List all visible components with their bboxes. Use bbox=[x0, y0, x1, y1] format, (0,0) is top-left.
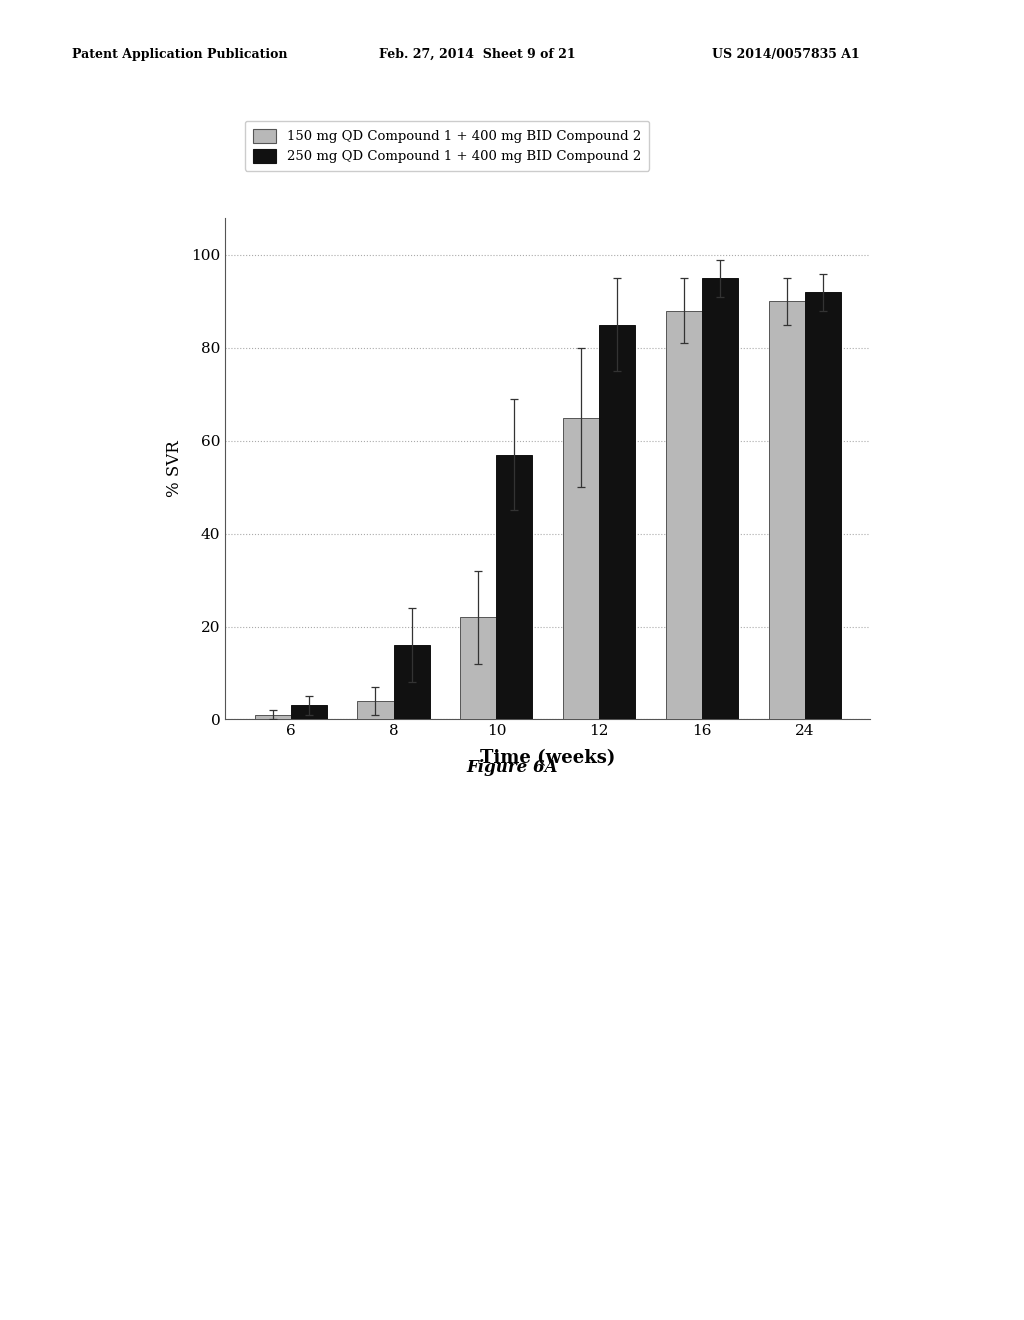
Bar bbox=[563, 417, 599, 719]
Text: US 2014/0057835 A1: US 2014/0057835 A1 bbox=[712, 48, 859, 61]
Bar bbox=[291, 705, 327, 719]
Bar bbox=[461, 618, 497, 719]
Bar bbox=[667, 310, 702, 719]
Bar bbox=[702, 279, 738, 719]
Bar bbox=[805, 292, 841, 719]
Text: Patent Application Publication: Patent Application Publication bbox=[72, 48, 287, 61]
Bar bbox=[255, 714, 291, 719]
Bar bbox=[393, 645, 429, 719]
Text: Figure 6A: Figure 6A bbox=[466, 759, 558, 776]
Text: Feb. 27, 2014  Sheet 9 of 21: Feb. 27, 2014 Sheet 9 of 21 bbox=[379, 48, 575, 61]
Legend: 150 mg QD Compound 1 + 400 mg BID Compound 2, 250 mg QD Compound 1 + 400 mg BID : 150 mg QD Compound 1 + 400 mg BID Compou… bbox=[245, 120, 649, 172]
Bar bbox=[497, 454, 532, 719]
Bar bbox=[357, 701, 393, 719]
Y-axis label: % SVR: % SVR bbox=[166, 441, 183, 496]
X-axis label: Time (weeks): Time (weeks) bbox=[480, 750, 615, 767]
Bar bbox=[599, 325, 635, 719]
Bar bbox=[769, 301, 805, 719]
